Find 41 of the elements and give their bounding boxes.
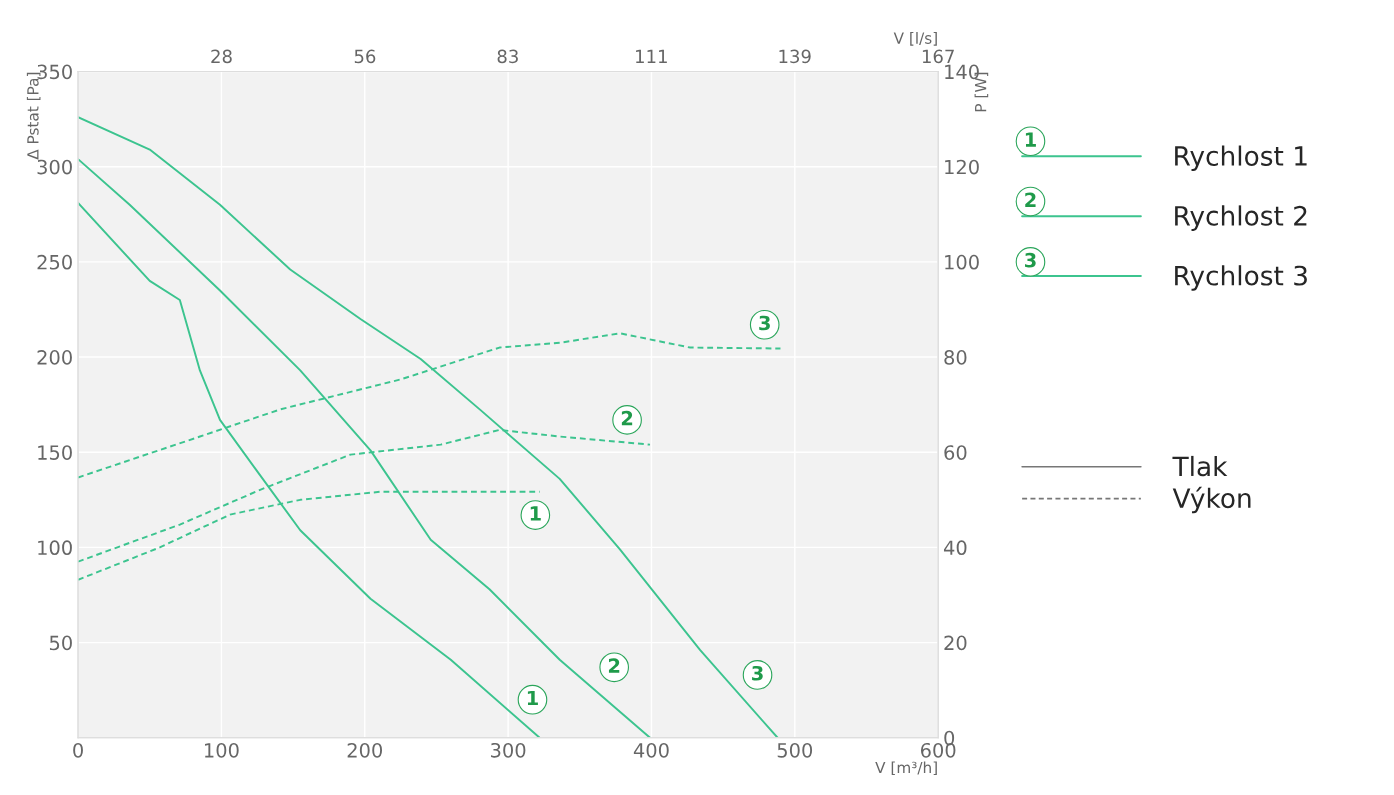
annotation: 1: [527, 690, 538, 706]
y2-tick-label: 100: [945, 254, 979, 270]
y-tick-label: 100: [38, 540, 72, 556]
y2-tick-label: 20: [944, 635, 967, 651]
text: Výkon: [1172, 486, 1251, 514]
x-tick-label: 400: [633, 742, 669, 758]
y-tick-label: 200: [37, 350, 72, 365]
x2-tick-label: 139: [779, 49, 811, 64]
annotation: 3: [759, 315, 770, 331]
annotation: 1: [530, 506, 541, 521]
line-series: [78, 116, 779, 738]
legend-label: Rychlost 1: [1175, 145, 1307, 172]
y-tick-label: 250: [37, 254, 72, 270]
x-tick-label: 100: [204, 742, 239, 758]
annotation: 2: [608, 658, 620, 673]
y-tick-label: 50: [49, 635, 72, 651]
x2-axis-title: V [l/s]: [893, 32, 937, 46]
y2-tick-label: 60: [944, 445, 967, 460]
x2-tick-label: 56: [354, 49, 376, 64]
y-tick-label: 150: [38, 445, 72, 460]
x2-tick-label: 111: [636, 49, 667, 63]
annotation: 3: [752, 665, 763, 681]
text: 1: [1025, 132, 1036, 147]
x-tick-label: 0: [73, 742, 83, 758]
legend-label: Rychlost 2: [1175, 205, 1307, 231]
y-tick-label: 300: [37, 159, 72, 175]
x2-tick-label: 28: [211, 49, 232, 64]
x-tick-label: 300: [491, 742, 526, 758]
x2-tick-label: 83: [497, 49, 518, 64]
text: 3: [1025, 252, 1036, 268]
y2-tick-label: 80: [944, 350, 967, 365]
y2-tick-label: 120: [945, 159, 979, 175]
text: 2: [1025, 192, 1036, 207]
legend-label: Rychlost 3: [1175, 265, 1307, 291]
x-tick-label: 500: [777, 742, 813, 758]
text: Tlak: [1172, 455, 1228, 477]
x-tick-label: 200: [347, 742, 383, 758]
x2-tick-label: 167: [922, 49, 954, 64]
annotation: 2: [621, 410, 633, 426]
x-axis-title: V [m³/h]: [875, 761, 937, 776]
y2-tick-label: 40: [943, 540, 967, 556]
